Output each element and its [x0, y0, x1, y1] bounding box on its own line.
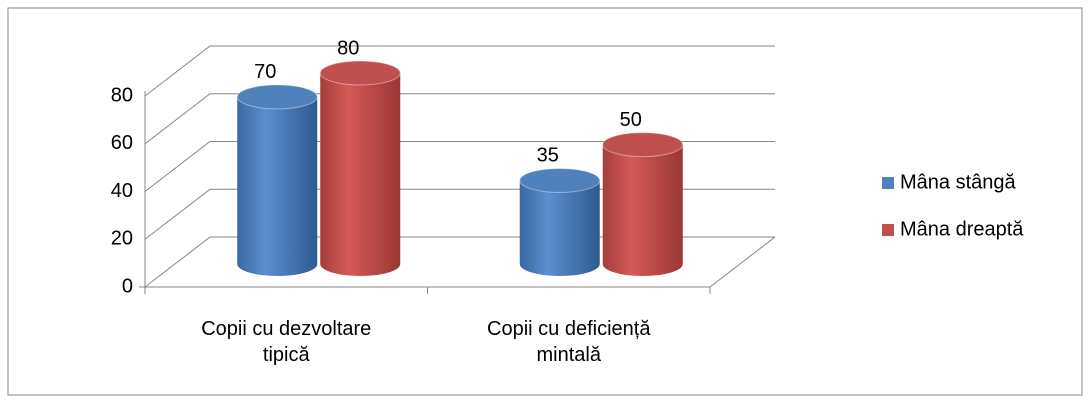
y-tick-label: 60: [111, 132, 133, 154]
bar-top: [236, 84, 318, 110]
value-label: 35: [537, 145, 559, 167]
grid-line: [144, 141, 775, 192]
legend-label: Mâna stângă: [900, 171, 1017, 193]
bar: [519, 180, 600, 276]
grid-line: [144, 45, 775, 97]
grid-line: [144, 93, 775, 145]
x-tick-label: Copii cu dezvoltare tipică: [201, 318, 371, 366]
value-label: 50: [620, 109, 642, 131]
bar: [320, 73, 401, 276]
bar-top: [519, 167, 601, 193]
bar-top: [319, 60, 401, 86]
legend-swatch: [882, 224, 894, 236]
bar: [602, 144, 683, 276]
bar-top: [602, 132, 684, 158]
legend-swatch: [882, 177, 894, 189]
x-tick-label: Copii cu deficiență mintală: [487, 318, 651, 366]
y-tick-label: 20: [111, 228, 133, 250]
bar: [237, 96, 318, 276]
y-tick-label: 40: [111, 180, 133, 202]
y-tick-label: 0: [122, 275, 133, 297]
value-label: 70: [254, 61, 276, 83]
legend-label: Mâna dreaptă: [900, 218, 1024, 240]
y-tick-label: 80: [111, 84, 133, 106]
value-label: 80: [337, 37, 359, 59]
